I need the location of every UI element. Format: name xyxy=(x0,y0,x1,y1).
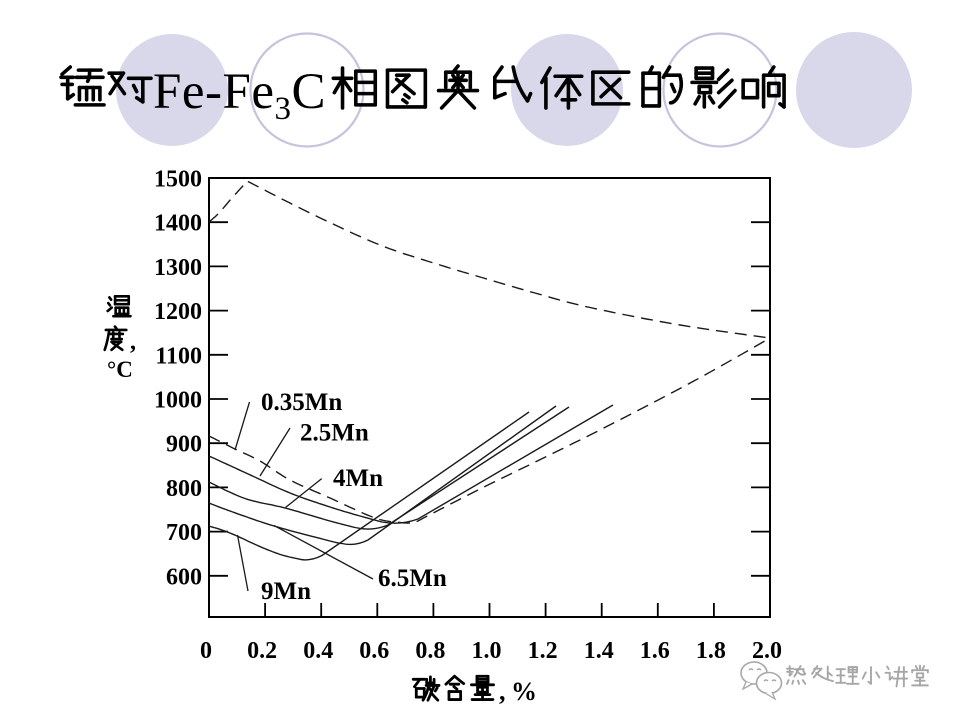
svg-text:,: , xyxy=(130,329,136,355)
svg-text:°C: °C xyxy=(107,357,133,382)
svg-text:900: 900 xyxy=(166,432,202,458)
svg-text:600: 600 xyxy=(166,564,202,590)
svg-text:,: , xyxy=(499,677,506,706)
svg-text:0.6: 0.6 xyxy=(359,638,389,664)
svg-text:6.5Mn: 6.5Mn xyxy=(378,565,447,592)
svg-text:0.2: 0.2 xyxy=(247,638,277,664)
svg-text:%: % xyxy=(511,677,537,706)
svg-text:Fe-Fe3C: Fe-Fe3C xyxy=(153,64,326,127)
svg-text:1.6: 1.6 xyxy=(640,638,670,664)
svg-text:0: 0 xyxy=(200,638,212,664)
svg-text:0.35Mn: 0.35Mn xyxy=(261,389,342,416)
svg-text:0.4: 0.4 xyxy=(303,638,333,664)
svg-text:1300: 1300 xyxy=(154,255,202,281)
svg-text:1.8: 1.8 xyxy=(696,638,726,664)
svg-text:1.4: 1.4 xyxy=(584,638,614,664)
svg-text:1.2: 1.2 xyxy=(528,638,558,664)
svg-text:2.0: 2.0 xyxy=(752,638,782,664)
svg-text:4Mn: 4Mn xyxy=(333,465,383,492)
svg-text:800: 800 xyxy=(166,476,202,502)
svg-text:1400: 1400 xyxy=(154,211,202,237)
svg-text:1200: 1200 xyxy=(154,299,202,325)
svg-text:2.5Mn: 2.5Mn xyxy=(300,420,369,447)
svg-text:1000: 1000 xyxy=(154,388,202,414)
svg-text:1500: 1500 xyxy=(154,167,202,193)
svg-text:1.0: 1.0 xyxy=(472,638,502,664)
svg-text:9Mn: 9Mn xyxy=(261,578,311,605)
svg-text:1100: 1100 xyxy=(155,343,202,369)
svg-text:700: 700 xyxy=(166,520,202,546)
svg-text:0.8: 0.8 xyxy=(415,638,445,664)
